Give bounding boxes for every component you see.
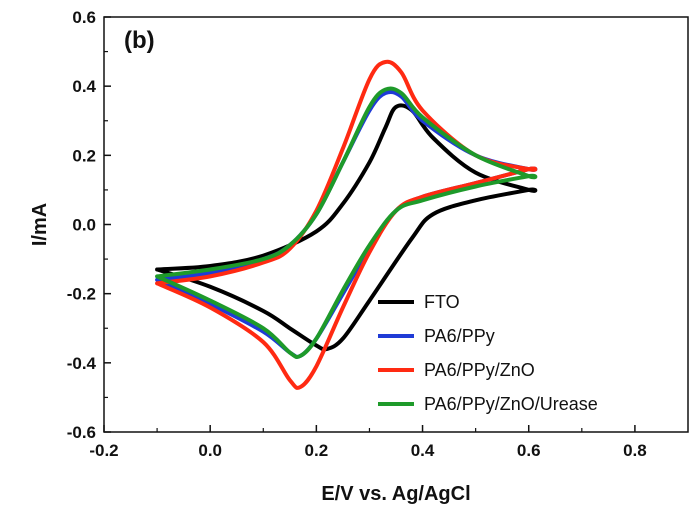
x-axis: -0.2 0.0 0.2 0.4 0.6 0.8 <box>89 425 647 460</box>
y-axis: -0.6 -0.4 -0.2 0.0 0.2 0.4 0.6 <box>67 8 111 442</box>
x-tick-label: 0.6 <box>517 441 541 460</box>
legend: FTO PA6/PPy PA6/PPy/ZnO PA6/PPy/ZnO/Urease <box>378 292 598 414</box>
y-tick-label: 0.0 <box>72 216 96 235</box>
series-line-fto <box>155 103 538 352</box>
legend-label-fto: FTO <box>424 292 460 312</box>
legend-label-pa6-ppy-zno-urease: PA6/PPy/ZnO/Urease <box>424 394 598 414</box>
x-tick-label: 0.2 <box>305 441 329 460</box>
y-tick-label: 0.4 <box>72 77 96 96</box>
curves-layer <box>155 59 538 390</box>
series-line-pa6-ppy <box>155 89 538 359</box>
legend-label-pa6-ppy: PA6/PPy <box>424 326 495 346</box>
x-tick-label: 0.4 <box>411 441 435 460</box>
y-tick-label: -0.2 <box>67 285 96 304</box>
y-tick-label: 0.6 <box>72 8 96 27</box>
y-tick-label: -0.4 <box>67 354 97 373</box>
x-axis-title: E/V vs. Ag/AgCl <box>321 483 470 505</box>
y-tick-label: 0.2 <box>72 146 96 165</box>
panel-label: (b) <box>124 27 155 54</box>
x-tick-label: -0.2 <box>89 441 118 460</box>
series-line-pa6-ppy-zno-urease <box>155 86 538 360</box>
x-tick-label: 0.8 <box>623 441 647 460</box>
x-tick-label: 0.0 <box>198 441 222 460</box>
legend-label-pa6-ppy-zno: PA6/PPy/ZnO <box>424 360 535 380</box>
y-tick-label: -0.6 <box>67 423 96 442</box>
y-axis-title: I/mA <box>29 203 51 246</box>
